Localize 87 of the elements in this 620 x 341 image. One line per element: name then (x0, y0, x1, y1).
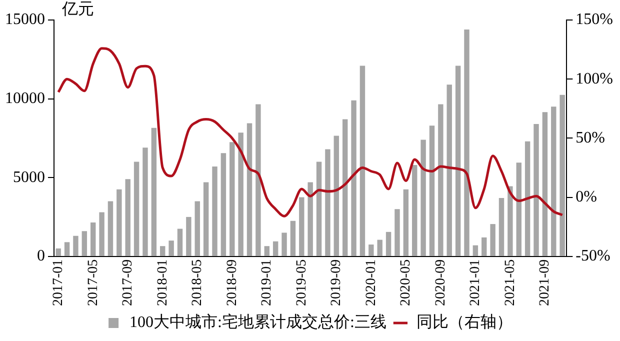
y-tick-label: 10000 (5, 90, 45, 107)
bar (386, 232, 392, 256)
bar (316, 162, 322, 256)
bar (246, 123, 252, 256)
bar (534, 124, 539, 256)
bar (360, 66, 366, 256)
bar (160, 246, 166, 256)
bar (82, 231, 88, 256)
bar (420, 140, 426, 256)
bar (508, 186, 513, 256)
bar (151, 128, 157, 256)
bar (116, 189, 122, 256)
bar (455, 66, 461, 256)
x-tick-label: 2019-09 (329, 259, 344, 306)
bar (177, 228, 183, 256)
bar (403, 189, 409, 256)
x-tick-label: 2018-09 (224, 259, 240, 306)
y-axis-title: 亿元 (61, 1, 94, 18)
bar (308, 182, 313, 256)
x-tick-label: 2017-01 (51, 259, 66, 306)
bar (56, 248, 61, 256)
x-tick-label: 2020-01 (364, 259, 379, 306)
bar (238, 132, 244, 256)
x-tick-label: 2019-05 (294, 259, 310, 306)
bar (299, 197, 304, 256)
bar (516, 162, 522, 256)
bar (464, 29, 470, 256)
y-tick-label: 5000 (13, 168, 45, 186)
bar (524, 141, 530, 256)
bar (134, 162, 140, 256)
bar (99, 212, 104, 256)
bar (412, 164, 418, 256)
legend-label: 100大中城市:宅地累计成交总价:三线 (130, 313, 386, 332)
bar (73, 236, 78, 256)
bar (290, 220, 296, 256)
x-tick-label: 2018-01 (155, 259, 170, 306)
bar (194, 201, 200, 256)
x-tick-label: 2017-09 (120, 259, 136, 306)
legend-label: 同比（右轴） (416, 313, 512, 332)
bar (142, 148, 148, 256)
y2-tick-label: 50% (576, 129, 605, 146)
bar (394, 209, 400, 256)
x-tick-label: 2021-01 (468, 259, 484, 306)
bar (490, 224, 496, 256)
y2-tick-label: 0% (576, 188, 597, 206)
bar (342, 119, 348, 256)
bar (90, 222, 96, 256)
y2-tick-label: -50% (576, 248, 610, 265)
x-tick-label: 2021-09 (538, 259, 553, 306)
bar (230, 142, 235, 256)
y-tick-label: 0 (37, 248, 45, 265)
bar (351, 100, 356, 256)
bar (186, 216, 192, 256)
bar (482, 237, 487, 256)
x-tick-label: 2018-05 (190, 259, 206, 306)
y-tick-label: 15000 (5, 11, 45, 28)
bar (377, 240, 382, 256)
y2-tick-label: 100% (576, 70, 613, 88)
bar (264, 246, 270, 256)
bar (446, 84, 452, 256)
bar (334, 136, 340, 256)
x-tick-label: 2021-05 (502, 259, 518, 306)
bar (498, 198, 504, 256)
bar (220, 153, 226, 256)
bar (168, 240, 174, 256)
bar (438, 104, 444, 256)
bar (368, 244, 374, 256)
bar (560, 94, 565, 256)
bar (212, 166, 218, 256)
bar (472, 245, 478, 256)
bar (542, 112, 548, 256)
line-series (57, 47, 564, 218)
bar (108, 201, 114, 256)
x-tick-label: 2020-09 (433, 259, 448, 306)
bar (203, 182, 209, 256)
bar (551, 106, 556, 256)
y2-tick-label: 150% (576, 11, 613, 28)
x-tick-label: 2019-01 (260, 259, 275, 306)
bar (325, 149, 330, 256)
x-tick-label: 2020-05 (398, 259, 414, 306)
x-tick-label: 2017-05 (86, 259, 101, 306)
bar (272, 241, 278, 256)
bar (64, 242, 70, 256)
bar (429, 126, 435, 256)
bar (125, 179, 130, 256)
bar (282, 232, 287, 256)
bar (256, 104, 261, 256)
